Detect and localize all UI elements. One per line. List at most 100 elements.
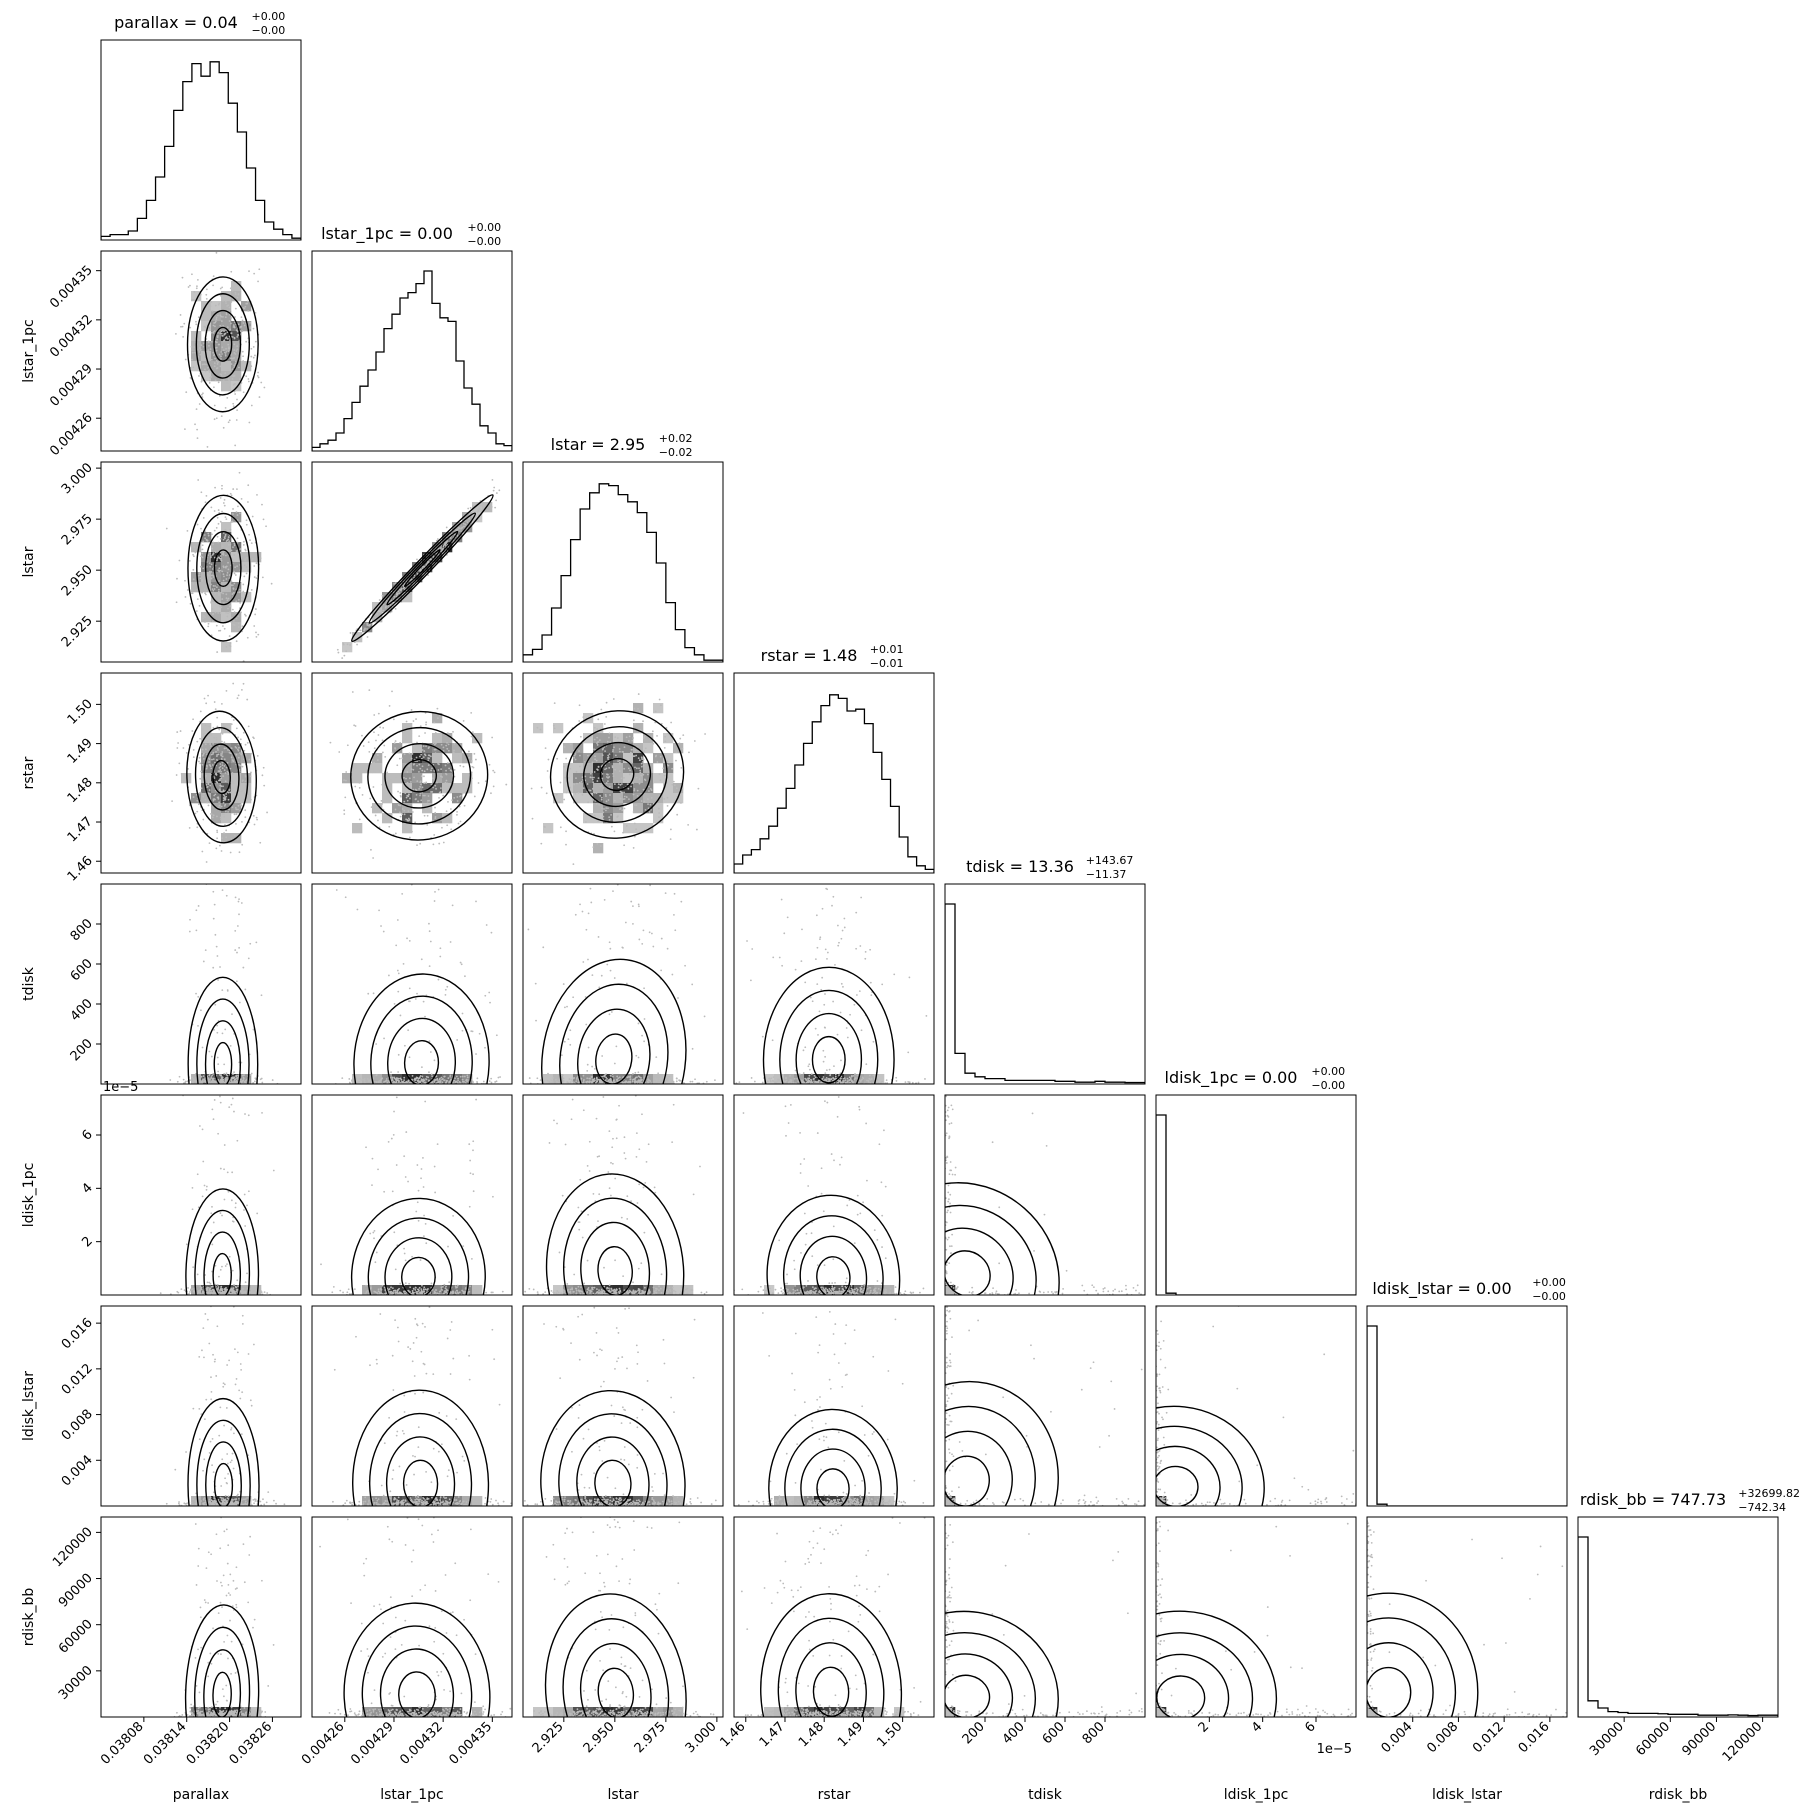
density-cell (241, 552, 252, 563)
sample-point (236, 697, 239, 700)
sample-point (617, 1077, 620, 1080)
sample-point (804, 1046, 807, 1049)
sample-point (212, 584, 215, 587)
sample-point (215, 737, 218, 739)
sample-point (598, 739, 601, 742)
density-cell (402, 803, 413, 814)
sample-point (595, 1081, 597, 1084)
sample-point (237, 505, 239, 508)
sample-point (192, 749, 195, 751)
y-tick-label-lstar: 2.925 (59, 613, 96, 650)
title-sup-tdisk: +143.67 (1086, 854, 1134, 867)
sample-point (400, 781, 402, 783)
sample-point (219, 332, 222, 335)
density-cell (623, 743, 634, 754)
sample-point (785, 1077, 787, 1080)
sample-point (908, 976, 911, 979)
sample-point (202, 757, 205, 760)
sample-point (218, 801, 221, 804)
sample-point (415, 745, 418, 748)
sample-point (388, 825, 391, 828)
sample-point (396, 969, 399, 972)
sample-point (178, 1075, 181, 1078)
sample-point (198, 756, 201, 759)
sample-point (553, 727, 556, 730)
sample-point (233, 366, 236, 369)
sample-point (176, 577, 178, 580)
sample-point (689, 1080, 692, 1083)
sample-point (225, 381, 228, 384)
sample-point (218, 779, 220, 782)
sample-point (373, 1080, 376, 1083)
density-cell (382, 602, 393, 613)
sample-point (237, 743, 240, 746)
sample-point (371, 618, 374, 621)
sample-point (540, 842, 543, 845)
sample-point (236, 537, 239, 540)
sample-point (244, 614, 247, 617)
sample-point (675, 1077, 678, 1080)
sample-point (341, 1077, 344, 1080)
density-cell (452, 1074, 463, 1084)
density-cell (372, 1074, 383, 1084)
sample-point (182, 1078, 185, 1081)
sample-point (234, 949, 237, 951)
sample-point (601, 748, 604, 751)
density-cell (613, 813, 624, 824)
sample-point (203, 697, 206, 700)
density-cell (211, 542, 222, 553)
sample-point (464, 523, 467, 526)
sample-point (236, 488, 238, 491)
sample-point (231, 1171, 234, 1174)
sample-point (226, 989, 229, 991)
sample-point (648, 811, 651, 813)
sample-point (428, 922, 430, 925)
sample-point (200, 555, 202, 558)
sample-point (908, 1081, 911, 1084)
density-cell (231, 371, 242, 382)
panel-tdisk-vs-rstar (733, 883, 935, 1085)
sample-point (206, 753, 208, 756)
panel-frame (522, 883, 724, 1085)
sample-point (205, 538, 208, 541)
sample-point (388, 974, 390, 977)
sample-point (202, 1081, 205, 1083)
sample-point (203, 792, 205, 795)
sample-point (188, 743, 190, 746)
sample-point (493, 771, 496, 774)
sample-point (433, 735, 436, 738)
sample-point (924, 1078, 926, 1080)
sample-point (231, 368, 234, 371)
sample-point (208, 562, 211, 565)
sample-point (263, 1291, 266, 1294)
contour-level-3 (196, 512, 251, 624)
sample-point (613, 1081, 616, 1084)
sample-point (431, 1081, 434, 1083)
sample-point (431, 819, 434, 822)
density-cell (593, 723, 604, 734)
sample-point (432, 843, 435, 846)
sample-point (211, 547, 214, 550)
sample-point (432, 742, 435, 744)
sample-point (216, 336, 219, 339)
sample-point (655, 1056, 658, 1058)
sample-point (569, 743, 572, 746)
sample-point (220, 591, 223, 594)
sample-point (349, 632, 352, 634)
panel-frame (311, 883, 513, 1085)
sample-point (253, 737, 255, 740)
sample-point (251, 515, 254, 518)
sample-point (219, 784, 222, 787)
sample-point (227, 798, 230, 801)
sample-point (772, 1076, 775, 1079)
density-cell (221, 311, 232, 322)
sample-point (794, 1069, 797, 1072)
sample-point (199, 710, 202, 713)
sample-point (219, 555, 222, 557)
sample-point (661, 795, 664, 798)
sample-point (197, 995, 200, 998)
density-cell (201, 582, 212, 593)
sample-point (235, 800, 237, 803)
density-cell (231, 542, 242, 553)
sample-point (212, 354, 215, 357)
